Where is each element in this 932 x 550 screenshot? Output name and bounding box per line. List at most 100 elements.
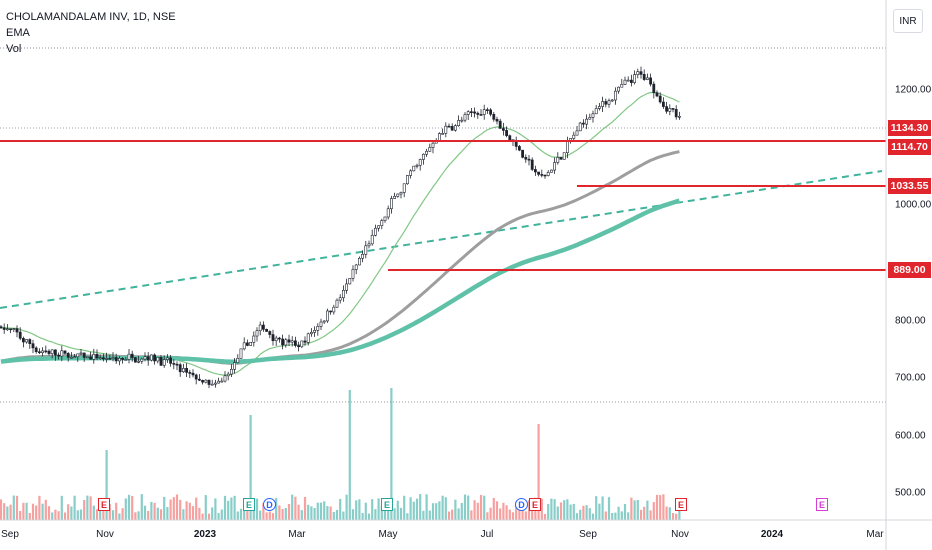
volume-bar bbox=[345, 494, 348, 520]
volume-bar bbox=[655, 494, 659, 520]
volume-bar bbox=[329, 506, 332, 520]
candle bbox=[562, 152, 566, 160]
horizontal-levels bbox=[0, 127, 886, 271]
candle bbox=[31, 339, 35, 354]
volume-bar bbox=[268, 511, 271, 520]
volume-bar bbox=[211, 507, 214, 520]
candle bbox=[34, 346, 38, 354]
volume-bar bbox=[281, 509, 284, 520]
candle bbox=[201, 379, 205, 385]
candle bbox=[396, 193, 400, 198]
candle bbox=[575, 125, 579, 136]
earnings-marker[interactable]: E bbox=[675, 498, 687, 511]
candle bbox=[258, 321, 262, 336]
volume-bar bbox=[47, 506, 51, 520]
volume-bar bbox=[239, 508, 243, 520]
earnings-marker[interactable]: E bbox=[816, 498, 828, 511]
candle bbox=[169, 355, 173, 367]
volume-bar bbox=[323, 501, 326, 520]
volume-bar bbox=[515, 502, 518, 520]
candle bbox=[421, 153, 425, 165]
candle bbox=[21, 336, 25, 348]
candle bbox=[41, 347, 45, 357]
candle bbox=[559, 156, 563, 160]
candle bbox=[12, 327, 16, 333]
volume-bar bbox=[463, 494, 467, 520]
candle bbox=[665, 101, 669, 114]
volume-bar bbox=[543, 513, 547, 520]
volume-bar bbox=[41, 503, 44, 520]
volume-bar bbox=[291, 494, 294, 520]
dividend-marker[interactable]: D bbox=[515, 498, 528, 511]
volume-bar bbox=[262, 503, 265, 520]
volume-bar bbox=[540, 498, 543, 520]
volume-bar bbox=[492, 497, 495, 520]
candle bbox=[393, 192, 397, 199]
candle bbox=[623, 76, 627, 86]
volume-bar bbox=[287, 504, 291, 520]
volume-bar bbox=[118, 513, 121, 520]
volume-bar bbox=[652, 502, 655, 520]
candle bbox=[268, 330, 272, 339]
earnings-marker[interactable]: E bbox=[381, 498, 393, 511]
volume-bar bbox=[383, 505, 387, 520]
volume-bar bbox=[409, 497, 412, 520]
ema-indicator-label[interactable]: EMA bbox=[6, 27, 30, 39]
currency-button[interactable]: INR bbox=[893, 9, 923, 33]
x-tick-label: Nov bbox=[96, 529, 114, 540]
volume-bar bbox=[172, 497, 175, 520]
x-tick-label: Mar bbox=[288, 529, 306, 540]
candle bbox=[361, 250, 365, 263]
candle bbox=[639, 66, 643, 79]
earnings-marker[interactable]: E bbox=[529, 498, 541, 511]
x-tick-label: 2023 bbox=[193, 529, 217, 540]
volume-bar bbox=[294, 496, 297, 520]
candle bbox=[364, 240, 368, 259]
volume-bar bbox=[438, 501, 441, 520]
x-tick-label: Nov bbox=[671, 529, 689, 540]
volume-bar bbox=[563, 500, 566, 520]
candle bbox=[249, 342, 253, 346]
volume-bar bbox=[227, 500, 230, 520]
candle bbox=[143, 352, 147, 362]
candle bbox=[405, 175, 409, 185]
candle bbox=[230, 364, 233, 377]
candle bbox=[261, 321, 265, 332]
candle bbox=[9, 328, 13, 334]
price-tag: 1134.30 bbox=[888, 120, 931, 136]
candle bbox=[137, 355, 141, 364]
x-tick-label: Sep bbox=[579, 529, 597, 540]
ema-mid-line bbox=[0, 150, 680, 365]
candle bbox=[102, 353, 105, 362]
candle bbox=[60, 345, 64, 362]
candle bbox=[463, 112, 467, 123]
candle bbox=[351, 265, 355, 282]
volume-bar bbox=[454, 499, 457, 520]
volume-bar bbox=[278, 505, 281, 520]
candle bbox=[306, 332, 310, 346]
volume-indicator-label[interactable]: Vol bbox=[6, 43, 22, 55]
symbol-title[interactable]: CHOLAMANDALAM INV, 1D, NSE bbox=[6, 11, 176, 23]
earnings-marker[interactable]: E bbox=[243, 498, 255, 511]
earnings-marker[interactable]: E bbox=[98, 498, 110, 511]
candle bbox=[469, 107, 473, 118]
volume-bar bbox=[137, 511, 140, 520]
volume-bar bbox=[265, 512, 268, 520]
candle bbox=[18, 327, 22, 341]
volume-bar bbox=[390, 388, 393, 520]
y-tick-label: 1000.00 bbox=[895, 199, 932, 211]
volume-bar bbox=[6, 506, 9, 520]
candle bbox=[111, 352, 115, 362]
dividend-marker[interactable]: D bbox=[263, 498, 276, 511]
volume-bar bbox=[303, 496, 307, 520]
volume-bar bbox=[92, 505, 95, 520]
volume-bar bbox=[319, 502, 323, 520]
candle bbox=[274, 335, 278, 346]
volume-bar bbox=[19, 510, 22, 520]
x-tick-label: Mar bbox=[866, 529, 884, 540]
candle bbox=[505, 126, 509, 138]
volume-bar bbox=[57, 511, 60, 520]
volume-bar bbox=[179, 499, 182, 520]
volume-bar bbox=[479, 494, 483, 520]
